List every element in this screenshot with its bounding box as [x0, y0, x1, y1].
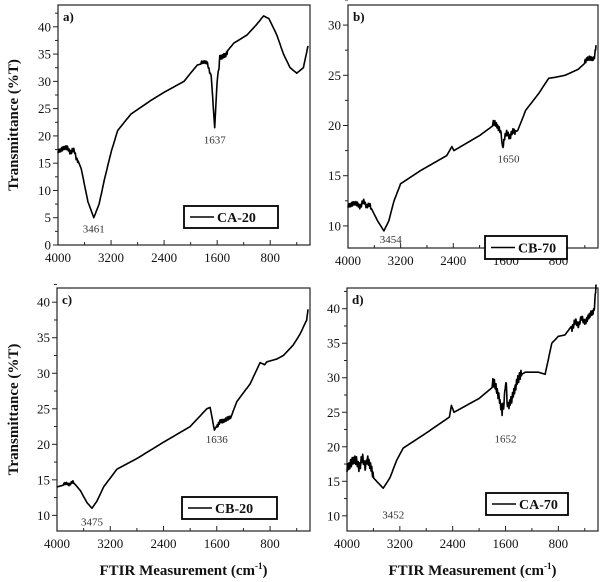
y-tick-label: 0	[45, 238, 52, 253]
x-tick-label: 3200	[97, 536, 123, 551]
panel-ca-20: 4000 3200 2400 1600 800 0 5 10 15 20 25 30 35 40 Trans…	[6, 4, 311, 265]
x-tick-label: 3200	[387, 536, 413, 551]
x-tick-label: 1600	[204, 250, 230, 265]
x-axis-title: FTIR Measurement (cm-1)	[388, 561, 556, 579]
panel-label: a)	[63, 9, 74, 24]
x-tick-label: 1600	[204, 536, 230, 551]
y-tick-label: 10	[328, 218, 341, 233]
peak-label: 1650	[498, 154, 521, 166]
y-tick-label: 15	[37, 472, 50, 487]
legend-box	[484, 235, 568, 260]
x-tick-label: 800	[549, 536, 569, 551]
spectrum-line-cb-20	[56, 309, 309, 510]
y-tick-label: 25	[328, 68, 341, 83]
x-tick-label: 2400	[440, 253, 466, 268]
panel-label: c)	[62, 292, 72, 307]
x-tick-label: 800	[260, 536, 280, 551]
spectrum-line-ca-70	[346, 284, 597, 490]
y-tick-label: 20	[37, 437, 50, 452]
spectrum-line-ca-20	[57, 15, 309, 219]
x-tick-label: 2400	[440, 536, 466, 551]
y-axis-title: Transmittance (%T)	[6, 344, 22, 476]
y-tick-label: 40	[38, 19, 51, 34]
y-axis-title: Transmittance (%T)	[6, 59, 22, 191]
y-tick-label: 30	[37, 366, 50, 381]
y-tick-label: 25	[327, 405, 340, 420]
y-tick-label: 10	[327, 508, 340, 523]
panel-ca-70: 4000 3200 2400 1600 800 10 15 20 25 30 35 40 FTIR Me…	[327, 284, 599, 579]
y-tick-label: 25	[38, 101, 51, 116]
y-tick-label: 5	[45, 210, 52, 225]
x-tick-label: 2400	[151, 250, 177, 265]
plot-frame	[57, 4, 311, 246]
y-tick-label: 40	[327, 301, 340, 316]
y-tick-label: 30	[328, 18, 341, 33]
y-tick-label: 30	[38, 74, 51, 89]
y-tick-label: 35	[38, 47, 51, 62]
x-tick-label: 1600	[493, 536, 519, 551]
peak-label: 3452	[382, 510, 404, 522]
legend-box	[183, 205, 279, 229]
y-tick-label: 15	[38, 156, 51, 171]
y-tick-label: 30	[327, 370, 340, 385]
y-tick-label: 20	[328, 118, 341, 133]
panel-cb-20: 4000 3200 2400 1600 800 10 15 20 25 30 35 40 Transmi…	[6, 283, 311, 579]
panel-cb-70: 4000 3200 2400 1600 8001015202530b)34541650C…	[328, 0, 599, 268]
x-tick-label: 2400	[151, 536, 177, 551]
peak-label: 3475	[81, 516, 104, 528]
legend-label: CB-20	[215, 502, 253, 517]
x-tick-label: 4000	[335, 253, 361, 268]
legend-label: CA-20	[217, 211, 256, 226]
y-tick-label: 20	[327, 439, 340, 454]
peak-label: 1652	[495, 434, 517, 446]
y-tick-label: 15	[327, 474, 340, 489]
plot-frame	[346, 287, 599, 532]
legend-label: CB-70	[518, 242, 556, 257]
x-tick-label: 4000	[45, 250, 71, 265]
peak-label: 3461	[83, 223, 105, 235]
legend-label: CA-70	[519, 498, 558, 513]
y-tick-label: 40	[37, 295, 50, 310]
y-tick-label: 35	[327, 336, 340, 351]
y-tick-label: 15	[328, 168, 341, 183]
y-tick-label: 10	[38, 183, 51, 198]
y-tick-label: 35	[37, 330, 50, 345]
plot-frame	[347, 4, 599, 249]
y-tick-label: 20	[38, 128, 51, 143]
y-tick-label: 25	[37, 401, 50, 416]
x-tick-label: 3200	[388, 253, 414, 268]
x-tick-label: 4000	[44, 536, 70, 551]
spectrum-line-cb-70	[347, 45, 597, 232]
x-tick-label: 4000	[334, 536, 360, 551]
legend-box	[485, 492, 569, 516]
plot-frame	[56, 287, 311, 532]
y-tick-label: 10	[37, 508, 50, 523]
x-axis-title: FTIR Measurement (cm-1)	[99, 561, 267, 579]
x-tick-label: 800	[260, 250, 280, 265]
panel-label: b)	[353, 9, 365, 24]
legend-box	[181, 496, 278, 520]
peak-label: 1637	[204, 135, 227, 147]
peak-label: 3454	[380, 234, 403, 246]
panel-label: d)	[352, 292, 364, 307]
peak-label: 1636	[206, 434, 229, 446]
x-tick-label: 3200	[98, 250, 124, 265]
